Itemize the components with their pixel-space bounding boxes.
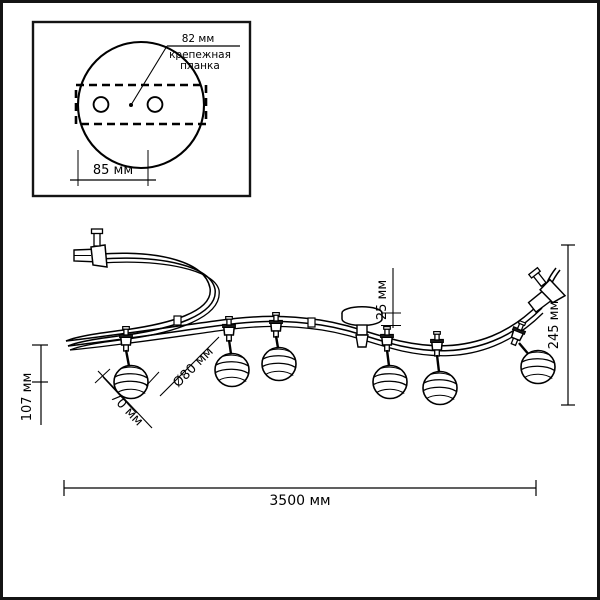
- plate-name-label-2: планка: [180, 60, 220, 72]
- track-connectors: [173, 315, 316, 328]
- dim-25mm: 25 мм: [375, 268, 401, 328]
- dim-label-25: 25 мм: [375, 280, 390, 320]
- ceiling-puck-mount: [341, 306, 383, 348]
- dim-107mm: 107 мм: [20, 344, 48, 425]
- plate-dim-label: 82 мм: [182, 33, 215, 45]
- ceiling-cap-circle: [76, 40, 206, 170]
- lamp-head-2: [214, 315, 250, 388]
- screw-hole-left: [92, 96, 110, 113]
- plate-name-label-1: крепежная: [169, 49, 231, 61]
- lamp-head-4: [372, 325, 408, 400]
- lamp-head-6: [506, 318, 556, 385]
- dim-3500mm: 3500 мм: [63, 480, 537, 509]
- screw-hole-right: [146, 96, 164, 113]
- dim-label-107: 107 мм: [20, 373, 35, 422]
- lamp-head-5: [422, 330, 458, 406]
- inset-detail-group: 82 мм крепежная планка 85 мм: [31, 20, 252, 198]
- mounting-plate-dashed: [74, 83, 208, 126]
- left-tensioner: [73, 228, 108, 268]
- lamp-head-1: [113, 325, 149, 400]
- track-cable: [65, 252, 561, 357]
- dim-label-245: 245 мм: [547, 301, 562, 350]
- leader-line: [130, 45, 168, 106]
- dim-245mm: 245 мм: [547, 244, 575, 406]
- track-fixture-group: [65, 228, 567, 406]
- dim-label-85: 85 мм: [93, 163, 133, 178]
- lamp-head-3: [261, 311, 297, 382]
- dim-label-3500: 3500 мм: [269, 493, 330, 509]
- right-tensioner: [527, 266, 567, 314]
